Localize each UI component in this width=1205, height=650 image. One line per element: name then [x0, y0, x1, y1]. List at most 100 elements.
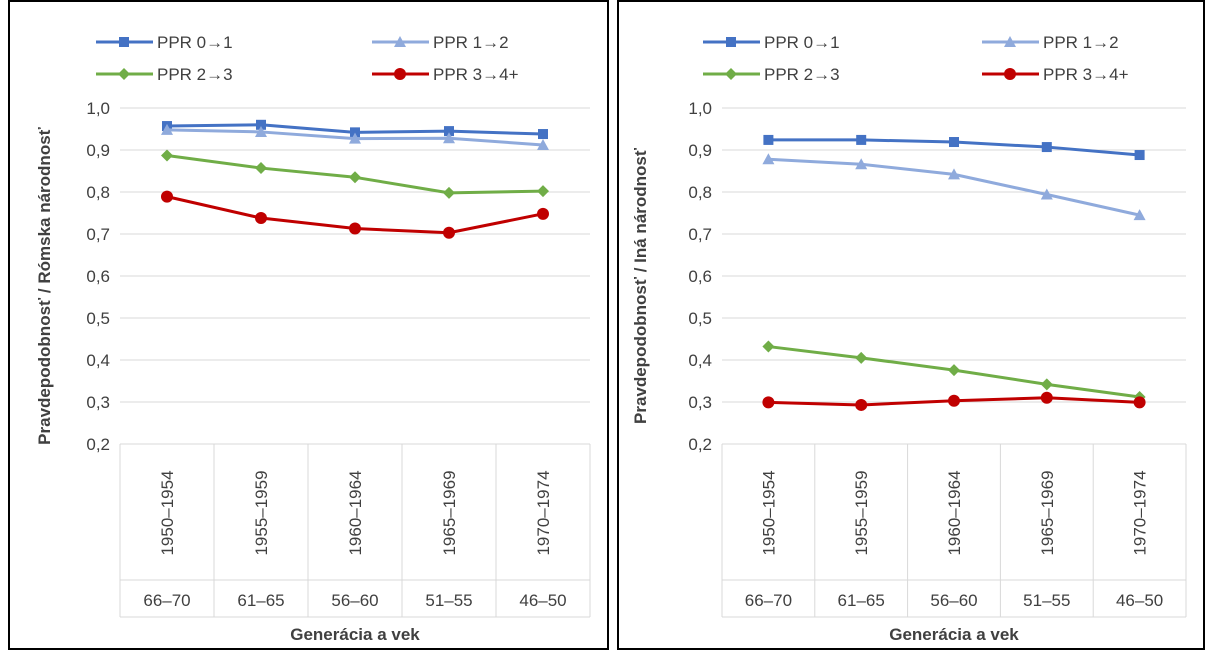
x-age-labels: 66–70 61–65 56–60 51–55 46–50 [143, 591, 566, 610]
x-category-label: 1955–1959 [852, 470, 871, 555]
series-line [768, 157, 1140, 217]
data-point-circle [161, 190, 173, 203]
legend-label-ppr23: PPR 2→3 [157, 65, 233, 84]
legend-item-ppr12: PPR 1→2 [372, 33, 509, 52]
data-point-circle [255, 212, 267, 225]
y-tick-label: 0,4 [688, 351, 712, 370]
y-tick-label: 0,3 [688, 393, 712, 412]
data-point-triangle [1040, 188, 1053, 200]
data-point-square [856, 134, 867, 145]
x-category-label: 1965–1969 [440, 470, 459, 555]
x-age-label: 61–65 [237, 591, 284, 610]
y-tick-labels: 1,0 0,9 0,8 0,7 0,6 0,5 0,4 0,3 0,2 [688, 99, 712, 454]
legend-marker-square [726, 37, 736, 47]
data-point-diamond [537, 185, 549, 198]
legend-label-ppr34: PPR 3→4+ [433, 65, 519, 84]
legend-marker-triangle [1004, 36, 1016, 47]
y-tick-label: 0,9 [86, 141, 110, 160]
legend-label-ppr12: PPR 1→2 [1043, 33, 1119, 52]
x-category-labels: 1950–1954 1955–1959 1960–1964 1965–1969 1970… [158, 470, 553, 555]
y-tick-label: 0,4 [86, 351, 110, 370]
legend-marker-triangle [394, 36, 406, 47]
y-tick-label: 0,7 [688, 225, 712, 244]
legend-item-ppr23: PPR 2→3 [96, 65, 233, 84]
data-point-diamond [349, 171, 361, 184]
y-axis-title: Pravdepodobnosť / Iná národnosť [631, 147, 650, 424]
x-age-label: 66–70 [143, 591, 190, 610]
legend-item-ppr23: PPR 2→3 [703, 65, 840, 84]
series-lines [161, 119, 549, 239]
data-point-square [949, 137, 959, 148]
y-tick-label: 0,2 [688, 435, 712, 454]
data-point-diamond [855, 351, 868, 364]
x-age-label: 51–55 [1023, 591, 1070, 610]
data-point-triangle [762, 153, 775, 165]
legend-item-ppr12: PPR 1→2 [982, 33, 1119, 52]
data-point-diamond [1040, 378, 1053, 391]
legend-marker-circle [394, 68, 406, 80]
legend-label-ppr01: PPR 0→1 [157, 33, 233, 52]
legend-item-ppr34: PPR 3→4+ [982, 65, 1129, 84]
data-point-diamond [161, 149, 173, 162]
x-category-label: 1970–1974 [1131, 470, 1150, 555]
category-separators [721, 444, 1187, 618]
x-category-label: 1950–1954 [759, 470, 778, 555]
data-point-triangle [161, 123, 173, 135]
x-category-label: 1960–1964 [346, 470, 365, 555]
data-point-square [1134, 150, 1145, 161]
data-point-diamond [443, 186, 455, 199]
x-age-label: 46–50 [519, 591, 566, 610]
y-tick-label: 0,2 [86, 435, 110, 454]
data-point-circle [948, 394, 960, 407]
data-point-square [538, 129, 548, 140]
line-chart-ina: PPR 0→1 PPR 1→2 PPR 2→3 PPR 3→4+ 1,0 0,9 0… [631, 33, 1187, 644]
data-point-circle [1040, 391, 1053, 404]
y-tick-label: 0,6 [688, 267, 712, 286]
x-category-labels: 1950–1954 1955–1959 1960–1964 1965–1969 1970… [759, 470, 1149, 555]
x-age-label: 61–65 [838, 591, 885, 610]
x-category-label: 1955–1959 [252, 470, 271, 555]
x-age-label: 51–55 [425, 591, 472, 610]
gridlines [120, 107, 590, 445]
legend-label-ppr34: PPR 3→4+ [1043, 65, 1129, 84]
legend: PPR 0→1 PPR 1→2 PPR 2→3 PPR 3→4+ [703, 33, 1129, 84]
data-point-triangle [855, 158, 868, 170]
legend-marker-square [119, 37, 129, 47]
y-tick-label: 0,3 [86, 393, 110, 412]
data-point-square [444, 126, 454, 137]
series-lines [762, 134, 1146, 411]
legend: PPR 0→1 PPR 1→2 PPR 2→3 PPR 3→4+ [96, 33, 519, 84]
data-point-circle [1133, 396, 1146, 409]
data-point-triangle [255, 125, 267, 137]
data-point-square [256, 119, 266, 130]
chart-panel-ina: PPR 0→1 PPR 1→2 PPR 2→3 PPR 3→4+ 1,0 0,9 0… [617, 0, 1205, 650]
y-tick-label: 0,6 [86, 267, 110, 286]
x-age-labels: 66–70 61–65 56–60 51–55 46–50 [745, 591, 1163, 610]
data-point-triangle [1133, 209, 1146, 221]
legend-marker-diamond [725, 68, 737, 80]
data-point-diamond [255, 162, 267, 175]
legend-marker-circle [1004, 68, 1016, 80]
data-point-square [1041, 142, 1052, 153]
y-tick-label: 0,9 [688, 141, 712, 160]
y-axis-title: Pravdepodobnosť / Rómska národnosť [35, 126, 54, 444]
data-point-diamond [948, 364, 960, 377]
data-point-circle [349, 222, 361, 235]
y-tick-label: 0,8 [688, 183, 712, 202]
data-point-triangle [349, 132, 361, 144]
legend-label-ppr01: PPR 0→1 [764, 33, 840, 52]
x-age-label: 46–50 [1116, 591, 1163, 610]
data-point-circle [443, 226, 455, 239]
x-age-label: 56–60 [331, 591, 378, 610]
y-tick-label: 0,7 [86, 225, 110, 244]
legend-label-ppr12: PPR 1→2 [433, 33, 509, 52]
legend-label-ppr23: PPR 2→3 [764, 65, 840, 84]
y-tick-label: 1,0 [688, 99, 712, 118]
y-tick-label: 0,8 [86, 183, 110, 202]
data-point-square [350, 127, 360, 138]
x-axis-title: Generácia a vek [889, 625, 1019, 644]
data-point-triangle [443, 132, 455, 144]
x-category-label: 1960–1964 [945, 470, 964, 555]
y-tick-label: 1,0 [86, 99, 110, 118]
y-tick-labels: 1,0 0,9 0,8 0,7 0,6 0,5 0,4 0,3 0,2 [86, 99, 110, 454]
